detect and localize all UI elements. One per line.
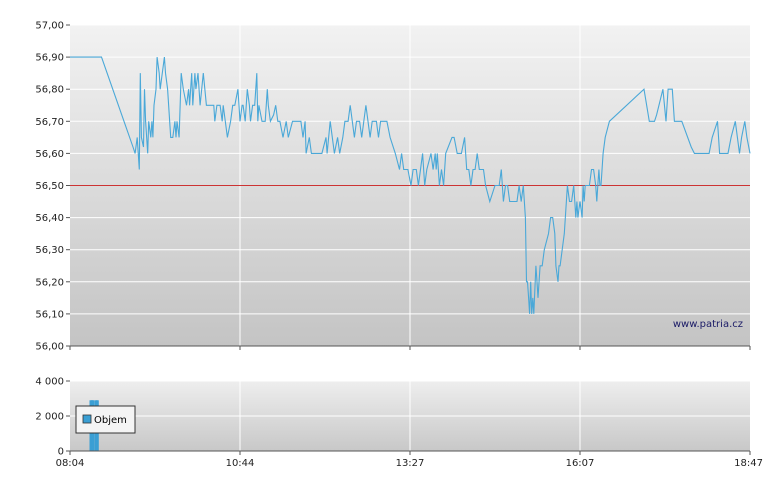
volume-y-tick-labels: 4 000 2 000 0: [35, 377, 70, 458]
price-y-tick-label: 56,10: [35, 309, 64, 320]
x-tick-label: 08:04: [56, 458, 85, 469]
volume-y-tick-label: 0: [58, 447, 64, 458]
price-series-line: [70, 56, 751, 314]
legend-label: Objem: [94, 415, 127, 426]
price-x-tick-marks: [69, 346, 751, 350]
price-y-tick-label: 56,30: [35, 245, 64, 256]
price-y-tick-labels: 57,00 56,90 56,80 56,70 56,60 56,50 56,40 56,30…: [35, 21, 70, 353]
price-y-tick-label: 56,80: [35, 85, 64, 96]
legend: Objem: [75, 405, 136, 434]
x-tick-label: 18:47: [734, 458, 763, 469]
x-tick-labels: 08:04 10:44 13:27 16:07 18:47: [56, 451, 763, 469]
volume-y-tick-label: 2 000: [35, 412, 64, 423]
watermark: www.patria.cz: [673, 319, 743, 330]
price-y-tick-label: 56,40: [35, 213, 64, 224]
price-y-tick-label: 56,70: [35, 117, 64, 128]
volume-panel: 4 000 2 000 0 08:04 10:44 13:27 16:07 18:47 Ob…: [35, 377, 763, 470]
price-y-tick-label: 56,60: [35, 149, 64, 160]
price-y-tick-label: 57,00: [35, 21, 64, 32]
volume-gridlines: [70, 380, 750, 451]
price-panel: 57,00 56,90 56,80 56,70 56,60 56,50 56,40 56,30…: [35, 21, 751, 353]
price-y-tick-label: 56,50: [35, 181, 64, 192]
x-tick-label: 10:44: [226, 458, 255, 469]
price-y-tick-label: 56,20: [35, 277, 64, 288]
price-y-tick-label: 56,90: [35, 53, 64, 64]
legend-swatch: [82, 414, 92, 424]
x-tick-label: 16:07: [566, 458, 595, 469]
x-tick-label: 13:27: [396, 458, 425, 469]
price-y-tick-label: 56,00: [35, 342, 64, 353]
volume-y-tick-label: 4 000: [35, 377, 64, 388]
